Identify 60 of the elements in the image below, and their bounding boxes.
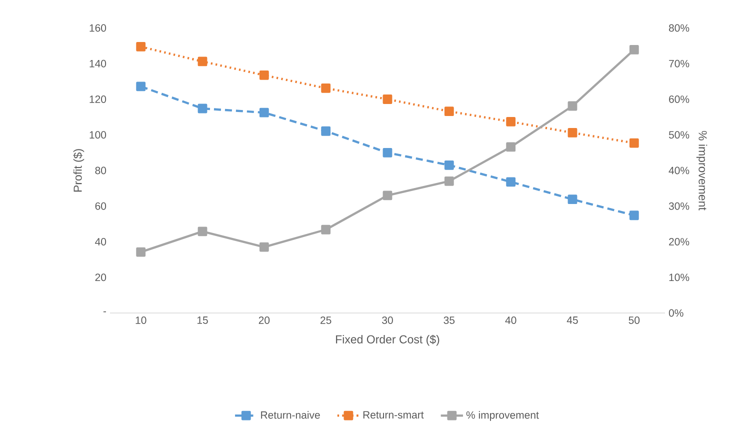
y-axis-title: Profit ($) [73, 149, 84, 192]
legend-label: % improvement [466, 411, 539, 421]
x-tick-label: 10 [136, 316, 146, 324]
point [629, 45, 639, 54]
point [136, 82, 146, 92]
y2-tick-label: 30% [668, 202, 690, 210]
y2-tick-label: 0% [668, 309, 684, 317]
y-tick-label: 40 [95, 238, 106, 246]
point [321, 224, 331, 234]
legend-label: Return-smart [363, 411, 424, 419]
point [321, 126, 331, 136]
y-tick-label: 140 [90, 60, 106, 68]
x-tick-label: 50 [628, 316, 640, 324]
point [259, 108, 269, 118]
y-tick-label: 60 [95, 202, 106, 210]
point [198, 226, 208, 236]
y2-tick-label: 10% [669, 274, 690, 282]
y2-axis-title: % improvement [696, 130, 708, 210]
y-tick-label: 20 [95, 274, 106, 282]
y2-tick-label: 40% [668, 166, 690, 174]
point [259, 242, 269, 252]
point [568, 101, 578, 111]
point [136, 42, 146, 52]
point [444, 176, 454, 186]
y-tick-label: 160 [90, 24, 106, 32]
point [382, 148, 392, 158]
point [568, 194, 578, 204]
x-tick-label: 20 [258, 316, 270, 324]
y2-tick-label: 70% [669, 60, 690, 68]
legend-label: Return-naive [261, 411, 320, 419]
x-tick-label: 15 [197, 316, 208, 324]
point [629, 210, 639, 220]
point [568, 128, 578, 138]
x-tick-label: 40 [505, 316, 516, 324]
y2-tick-label: 20% [669, 238, 690, 246]
x-tick-label: 25 [320, 316, 332, 324]
point [198, 104, 208, 114]
x-tick-label: 30 [382, 316, 393, 324]
point [506, 177, 516, 187]
x-tick-label: 45 [566, 316, 578, 324]
point [321, 84, 331, 93]
point [198, 56, 208, 66]
point [444, 106, 454, 116]
point [259, 70, 269, 80]
y-tick-label: 120 [90, 96, 106, 103]
y-tick-label: - [103, 311, 106, 312]
point [444, 160, 454, 170]
point [629, 138, 639, 148]
point [506, 116, 516, 126]
y2-tick-label: 50% [668, 131, 690, 139]
y2-tick-label: 80% [668, 24, 690, 32]
x-tick-label: 35 [444, 316, 455, 324]
point [136, 247, 146, 257]
point [382, 94, 392, 104]
y2-tick-label: 60% [669, 96, 690, 103]
point [506, 142, 516, 152]
x-axis-title: Fixed Order Cost ($) [336, 334, 440, 346]
y-tick-label: 100 [90, 131, 106, 139]
point [382, 190, 392, 200]
y-tick-label: 80 [95, 166, 106, 174]
